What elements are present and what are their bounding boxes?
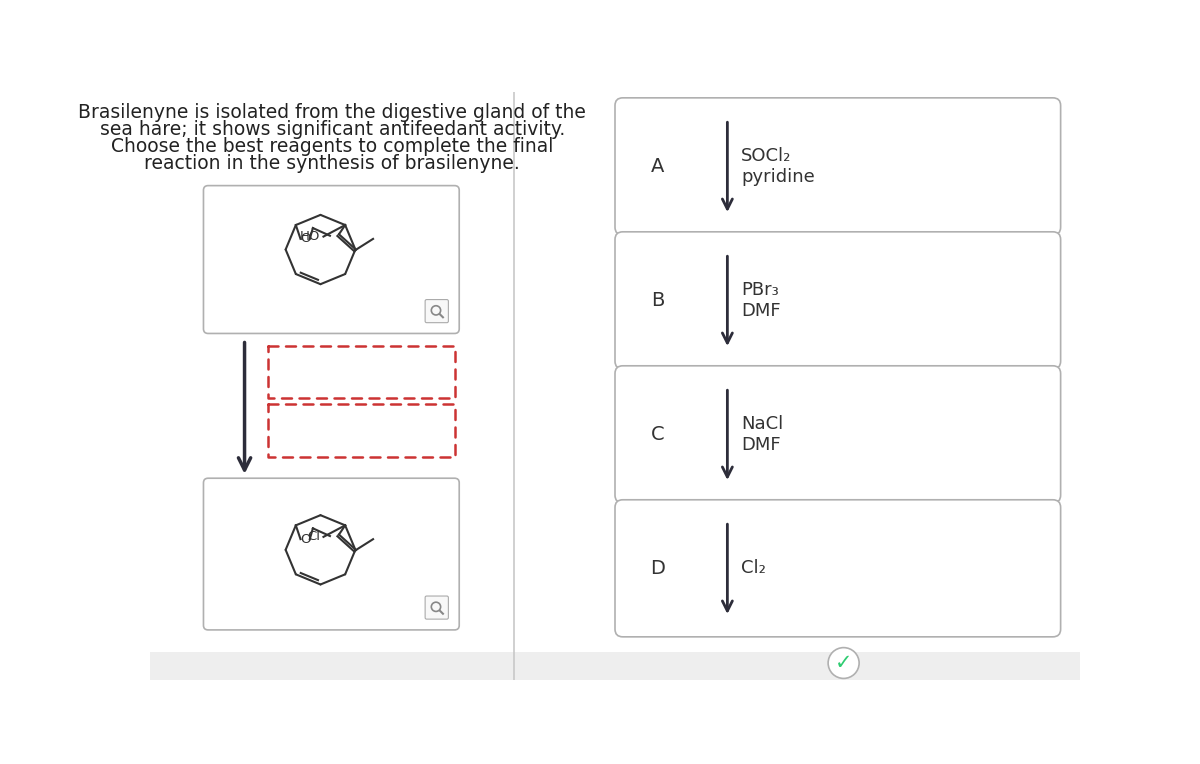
Text: Brasilenyne is isolated from the digestive gland of the: Brasilenyne is isolated from the digesti… xyxy=(78,103,586,122)
Text: DMF: DMF xyxy=(742,302,781,320)
Text: DMF: DMF xyxy=(742,436,781,454)
FancyBboxPatch shape xyxy=(204,186,460,333)
Text: NaCl: NaCl xyxy=(742,415,784,432)
Text: O: O xyxy=(300,232,311,245)
Text: C: C xyxy=(650,425,665,444)
FancyBboxPatch shape xyxy=(616,500,1061,637)
Text: D: D xyxy=(650,558,665,578)
Text: O: O xyxy=(300,533,311,545)
Text: B: B xyxy=(650,291,665,310)
FancyBboxPatch shape xyxy=(616,98,1061,235)
Text: pyridine: pyridine xyxy=(742,168,815,186)
Text: PBr₃: PBr₃ xyxy=(742,280,779,299)
Text: Cl: Cl xyxy=(307,530,320,543)
FancyBboxPatch shape xyxy=(616,231,1061,369)
Text: A: A xyxy=(650,157,665,176)
FancyBboxPatch shape xyxy=(150,652,1080,680)
Text: HO: HO xyxy=(300,230,320,243)
Text: Choose the best reagents to complete the final: Choose the best reagents to complete the… xyxy=(110,137,553,156)
Text: Cl₂: Cl₂ xyxy=(742,559,767,578)
Text: sea hare; it shows significant antifeedant activity.: sea hare; it shows significant antifeeda… xyxy=(100,120,565,139)
Circle shape xyxy=(828,648,859,678)
Text: reaction in the synthesis of brasilenyne.: reaction in the synthesis of brasilenyne… xyxy=(144,154,520,173)
Text: ✓: ✓ xyxy=(835,653,852,673)
FancyBboxPatch shape xyxy=(425,596,449,619)
FancyBboxPatch shape xyxy=(425,299,449,322)
Text: SOCl₂: SOCl₂ xyxy=(742,147,792,164)
FancyBboxPatch shape xyxy=(204,478,460,630)
FancyBboxPatch shape xyxy=(616,366,1061,503)
